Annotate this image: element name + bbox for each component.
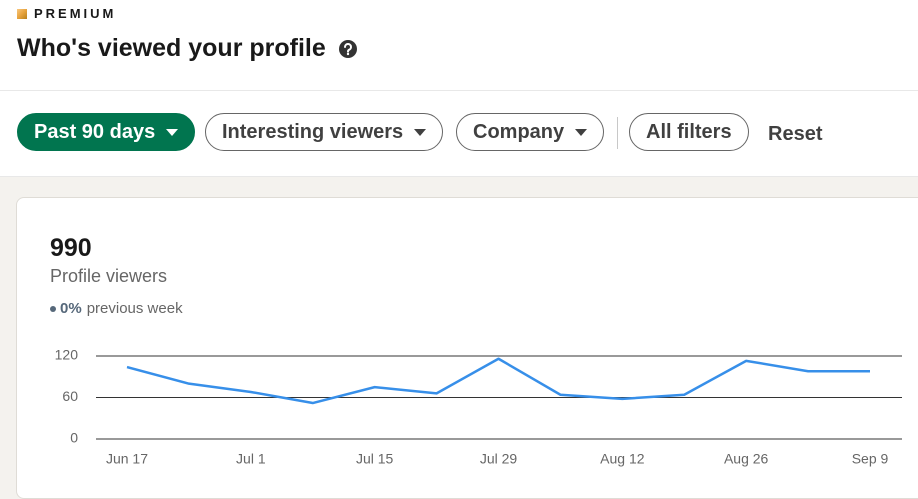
filter-text: Past 90 days	[34, 120, 156, 143]
viewer-count: 990	[50, 234, 92, 262]
viewer-label: Profile viewers	[50, 266, 168, 286]
filter-bar: Past 90 days Interesting viewers Company…	[0, 91, 918, 177]
x-tick-label: Aug 12	[600, 451, 645, 467]
badge-text: PREMIUM	[34, 6, 117, 21]
separator	[617, 117, 618, 149]
filter-pill[interactable]: Past 90 days	[17, 113, 196, 151]
filter-text: All filters	[646, 120, 732, 143]
x-tick-label: Jul 29	[480, 451, 518, 467]
title-text: Who's viewed your profile	[17, 34, 326, 62]
trend: 0% previous week	[50, 300, 183, 317]
reset-button[interactable]: Reset	[768, 123, 823, 145]
filter-text: Company	[473, 120, 565, 143]
x-tick-label: Jul 1	[236, 451, 266, 467]
page-title: Who's viewed your profile	[17, 34, 358, 63]
header: PREMIUM Who's viewed your profile	[0, 0, 918, 91]
trend-value: 0%	[60, 300, 82, 317]
help-icon[interactable]	[338, 39, 358, 59]
y-tick-label: 120	[55, 347, 79, 363]
viewer-card: 990 Profile viewers 0% previous week	[16, 197, 918, 499]
filter-pill[interactable]: Interesting viewers	[205, 113, 444, 151]
x-tick-label: Aug 26	[724, 451, 769, 467]
x-tick-label: Jul 15	[356, 451, 394, 467]
series-line	[126, 357, 870, 405]
premium-badge: PREMIUM	[17, 6, 116, 21]
filter-pill[interactable]: Company	[456, 113, 605, 151]
y-tick-label: 60	[62, 388, 78, 404]
filter-text: Interesting viewers	[222, 120, 404, 143]
trend-dot	[50, 305, 56, 312]
y-tick-label: 0	[70, 430, 78, 446]
chart: 0 60 120 Jun 17 Jul 1 Jul 15 Jul 29 Aug 12 Aug 2…	[55, 347, 902, 467]
filter-pill[interactable]: All filters	[629, 113, 749, 151]
trend-label: previous week	[86, 300, 183, 317]
x-tick-label: Jun 17	[106, 451, 148, 467]
x-tick-label: Sep 9	[852, 451, 889, 467]
premium-icon	[17, 8, 27, 19]
